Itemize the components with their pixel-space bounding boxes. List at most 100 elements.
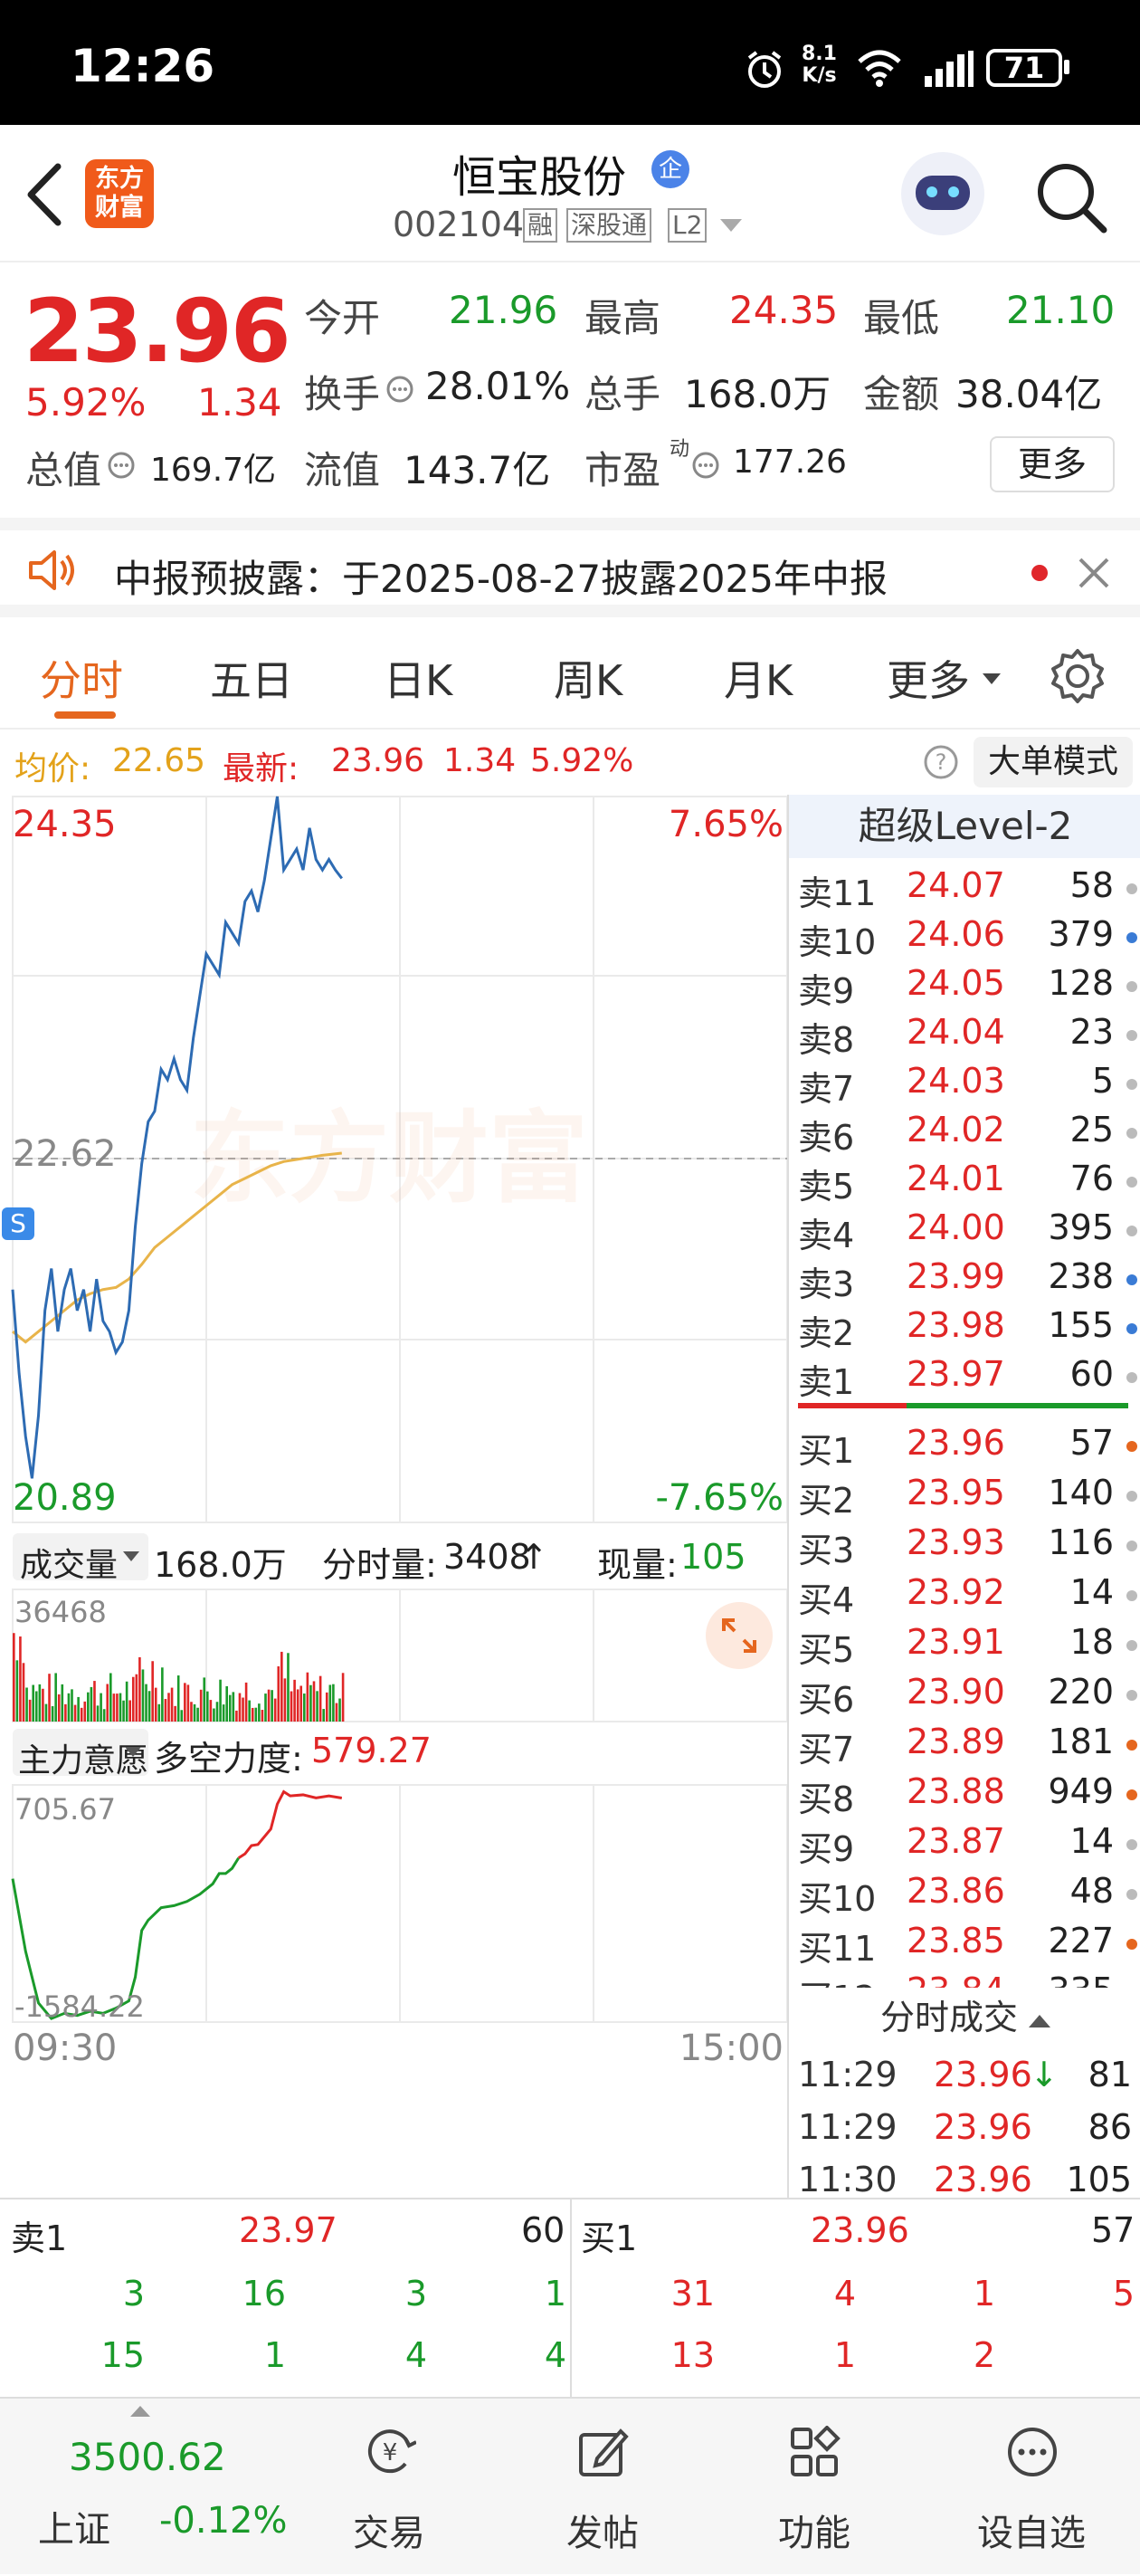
nav-trade[interactable]: ¥ 交易	[299, 2399, 480, 2576]
dropdown-icon[interactable]	[720, 219, 742, 234]
more-button[interactable]: 更多	[990, 436, 1115, 492]
ask-row[interactable]: 卖2 23.98 155	[798, 1305, 1137, 1354]
bid-volume: 48	[1069, 1871, 1114, 1911]
ask-price: 24.03	[907, 1061, 1005, 1101]
bid-row[interactable]: 买1 23.96 57	[798, 1423, 1137, 1472]
order-dot	[1126, 883, 1137, 894]
tab-more[interactable]: 更多	[887, 656, 970, 705]
expand-chart-button[interactable]	[706, 1602, 773, 1669]
volume-bar	[170, 1687, 174, 1722]
nav-watchlist-settings[interactable]: 设自选	[941, 2399, 1122, 2576]
bid-row[interactable]: 买2 23.95 140	[798, 1473, 1137, 1522]
bid-row[interactable]: 买12 23.84 335	[798, 1970, 1137, 1989]
sell-signal-marker[interactable]: S	[2, 1207, 34, 1240]
bid-price: 23.96	[907, 1423, 1005, 1463]
float-cap-value: 143.7亿	[404, 448, 551, 492]
bid-row[interactable]: 买7 23.89 181	[798, 1722, 1137, 1770]
tab-five-day[interactable]: 五日	[210, 656, 293, 705]
bid-price: 23.86	[907, 1871, 1005, 1911]
bid-row[interactable]: 买10 23.86 48	[798, 1871, 1137, 1920]
intraday-chart[interactable]: 东方财富 24.35 7.65% 22.62 20.89 -7.65% S 成交…	[0, 795, 787, 2198]
volume-bar	[34, 1691, 38, 1722]
status-bar: 12:26 8.1 K/s 71	[0, 0, 1140, 125]
volume-bar	[277, 1665, 280, 1722]
tab-intraday[interactable]: 分时	[40, 656, 123, 705]
ask-row[interactable]: 卖1 23.97 60	[798, 1354, 1137, 1403]
bid-row[interactable]: 买6 23.90 220	[798, 1672, 1137, 1721]
volume-bar	[176, 1675, 180, 1722]
bid-price: 23.92	[907, 1572, 1005, 1612]
volume-total: 168.0万	[154, 1545, 287, 1585]
gear-icon[interactable]	[1050, 648, 1106, 704]
ask-row[interactable]: 卖11 24.07 58	[798, 865, 1137, 914]
ask-row[interactable]: 卖4 24.00 395	[798, 1207, 1137, 1256]
big-order-mode-button[interactable]: 大单模式	[974, 737, 1133, 787]
chevron-down-icon	[123, 1551, 139, 1561]
ask-row[interactable]: 卖3 23.99 238	[798, 1256, 1137, 1305]
indicator-axis-max: 705.67	[14, 1792, 116, 1827]
volume-value: 168.0万	[684, 372, 831, 416]
connect-tag: 深股通	[566, 208, 652, 243]
volume-selector[interactable]: 成交量	[13, 1533, 148, 1584]
stock-code: 002104	[393, 205, 525, 244]
ask-row[interactable]: 卖6 24.02 25	[798, 1110, 1137, 1159]
volume-bar	[299, 1685, 303, 1722]
bid-volume: 18	[1069, 1622, 1114, 1662]
ask-row[interactable]: 卖8 24.04 23	[798, 1012, 1137, 1061]
volume-bar	[151, 1661, 154, 1722]
bid-row[interactable]: 买9 23.87 14	[798, 1821, 1137, 1870]
high-value: 24.35	[729, 288, 839, 332]
ask-row[interactable]: 卖5 24.01 76	[798, 1159, 1137, 1207]
queue-order-size: 15	[100, 2335, 145, 2375]
ask-row[interactable]: 卖10 24.06 379	[798, 914, 1137, 963]
order-dot	[1126, 1491, 1137, 1502]
volume-bar	[296, 1689, 299, 1722]
wifi-icon	[858, 50, 901, 87]
tab-daily-k[interactable]: 日K	[384, 656, 453, 705]
volume-bar	[164, 1699, 167, 1722]
app-logo[interactable]: 东方 财富	[85, 159, 154, 228]
ask-label: 卖4	[798, 1216, 855, 1255]
bid-row[interactable]: 买5 23.91 18	[798, 1622, 1137, 1671]
queue-order-size: 3	[404, 2274, 427, 2314]
enterprise-badge: 企	[651, 150, 689, 188]
order-dot	[1126, 1590, 1137, 1601]
nav-post[interactable]: 发帖	[512, 2399, 693, 2576]
back-icon[interactable]	[24, 163, 65, 226]
index-ticker[interactable]: 3500.62 上证 -0.12%	[0, 2399, 299, 2576]
order-dot	[1126, 932, 1137, 943]
change-amount: 1.34	[197, 380, 282, 425]
tab-weekly-k[interactable]: 周K	[554, 656, 623, 705]
info-icon[interactable]	[107, 451, 136, 480]
price-line	[11, 796, 343, 1479]
indicator-selector[interactable]: 主力意愿	[13, 1729, 148, 1779]
notice-bar[interactable]: 中报预披露：于2025-08-27披露2025年中报	[0, 518, 1140, 617]
bid-row[interactable]: 买11 23.85 227	[798, 1921, 1137, 1970]
close-icon[interactable]	[1077, 556, 1111, 590]
search-icon[interactable]	[1033, 159, 1109, 235]
indicator-selector-label: 主力意愿	[18, 1742, 149, 1779]
order-dot	[1126, 1839, 1137, 1850]
bid-price: 23.88	[907, 1771, 1005, 1811]
volume-bar	[174, 1705, 176, 1722]
info-icon[interactable]	[691, 451, 720, 480]
info-icon[interactable]	[385, 375, 414, 404]
help-icon[interactable]: ?	[923, 744, 959, 780]
edit-icon	[579, 2428, 629, 2476]
ask-row[interactable]: 卖9 24.05 128	[798, 963, 1137, 1012]
unread-dot	[1031, 565, 1048, 581]
volume-bar	[80, 1707, 83, 1722]
order-dot	[1126, 1274, 1137, 1285]
robot-assistant-icon[interactable]	[901, 152, 984, 235]
ask-row[interactable]: 卖7 24.03 5	[798, 1061, 1137, 1110]
tab-monthly-k[interactable]: 月K	[724, 656, 793, 705]
bid-row[interactable]: 买8 23.88 949	[798, 1771, 1137, 1820]
bid-row[interactable]: 买4 23.92 14	[798, 1572, 1137, 1621]
ask-price: 24.00	[907, 1207, 1005, 1247]
trades-header[interactable]: 分时成交	[789, 1988, 1140, 2047]
trade-time: 11:29	[798, 2055, 898, 2094]
volume-bar	[180, 1710, 184, 1722]
nav-functions[interactable]: 功能	[724, 2399, 905, 2576]
bid-row[interactable]: 买3 23.93 116	[798, 1522, 1137, 1571]
pct-axis-low: -7.65%	[655, 1477, 784, 1519]
